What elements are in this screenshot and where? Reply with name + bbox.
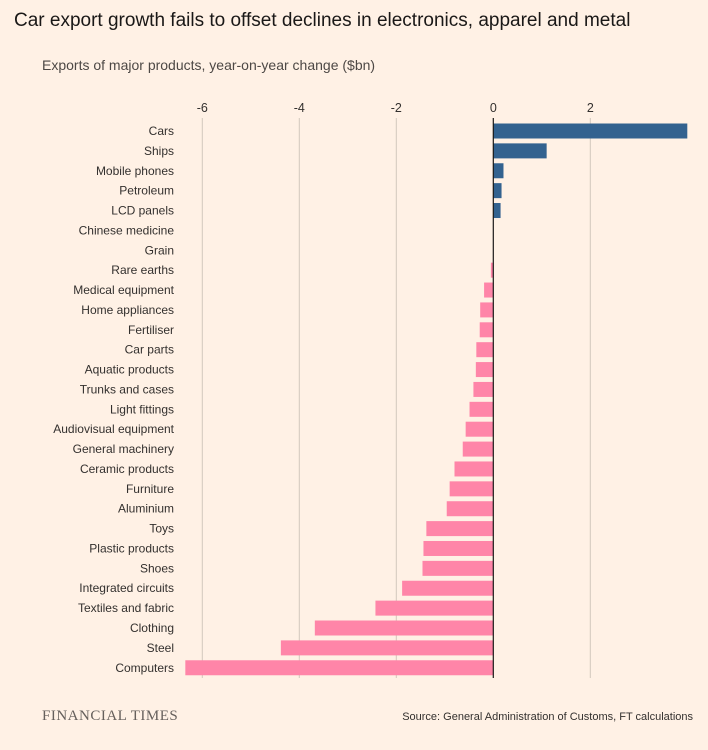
bar — [375, 600, 494, 616]
category-label: Petroleum — [119, 184, 174, 198]
category-label: General machinery — [73, 442, 174, 456]
bar — [454, 461, 494, 477]
bar — [480, 302, 494, 318]
category-label: Grain — [145, 243, 174, 257]
bar — [423, 540, 494, 556]
bar — [402, 580, 494, 596]
category-label: Ceramic products — [80, 462, 174, 476]
category-label: Rare earths — [111, 263, 174, 277]
x-tick-label: -2 — [391, 101, 402, 115]
category-label: Toys — [149, 522, 174, 536]
bar — [446, 501, 494, 517]
bar — [493, 163, 504, 179]
bar — [469, 401, 494, 417]
x-tick-label: 0 — [490, 101, 497, 115]
category-label: Chinese medicine — [79, 223, 175, 237]
category-label: Shoes — [140, 561, 174, 575]
category-label: Cars — [149, 124, 174, 138]
bar-chart: -6 -4 -2 0 2 Cars Ships Mobile phones Petroleum L… — [53, 101, 688, 678]
category-label: Textiles and fabric — [78, 601, 174, 615]
bar — [484, 282, 494, 298]
bar — [493, 203, 501, 219]
bar — [493, 123, 688, 139]
bar — [280, 640, 494, 656]
category-label: Light fittings — [110, 402, 174, 416]
category-label: Car parts — [125, 343, 174, 357]
bar — [493, 183, 502, 199]
category-label: Clothing — [130, 621, 174, 635]
category-label: Plastic products — [89, 541, 174, 555]
category-label: Aluminium — [118, 502, 174, 516]
category-label: Audiovisual equipment — [53, 422, 174, 436]
category-label: Steel — [147, 641, 174, 655]
bar — [476, 342, 494, 358]
category-label: Computers — [115, 661, 174, 675]
bar — [462, 441, 494, 457]
category-label: Ships — [144, 144, 174, 158]
category-label: Fertiliser — [128, 323, 174, 337]
ft-logo: FINANCIAL TIMES — [42, 708, 179, 724]
x-tick-label: -6 — [197, 101, 208, 115]
bar — [473, 381, 494, 397]
source-note: Source: General Administration of Custom… — [402, 711, 693, 723]
bar — [314, 620, 494, 636]
bar — [185, 660, 494, 676]
category-label: Aquatic products — [85, 363, 174, 377]
category-label: LCD panels — [111, 204, 174, 218]
category-label: Medical equipment — [73, 283, 174, 297]
bar — [490, 262, 494, 278]
bar — [426, 521, 494, 537]
category-label: Home appliances — [81, 303, 174, 317]
bar — [465, 421, 494, 437]
chart-subtitle: Exports of major products, year-on-year … — [42, 57, 376, 73]
chart-title: Car export growth fails to offset declin… — [14, 10, 631, 31]
category-label: Integrated circuits — [79, 581, 174, 595]
category-label: Mobile phones — [96, 164, 174, 178]
bar — [449, 481, 494, 497]
x-tick-label: -4 — [294, 101, 305, 115]
x-tick-label: 2 — [587, 101, 594, 115]
category-label: Furniture — [126, 482, 174, 496]
category-label: Trunks and cases — [80, 382, 174, 396]
bar — [475, 362, 494, 378]
bar — [493, 143, 547, 159]
bar — [479, 322, 494, 338]
bar — [422, 560, 494, 576]
